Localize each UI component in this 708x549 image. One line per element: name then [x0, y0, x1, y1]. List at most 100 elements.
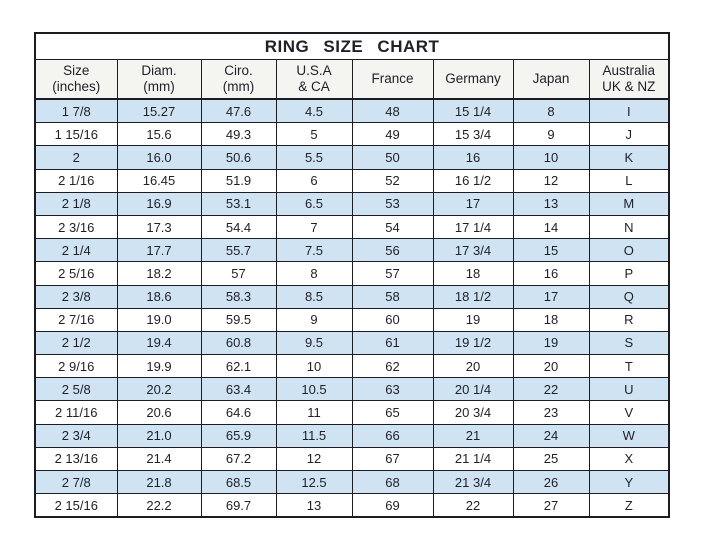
table-cell: 50.6	[200, 145, 277, 170]
table-cell: 62.1	[200, 354, 277, 379]
table-row: 2 15/16 22.2 69.7 13 69 22 27 Z	[34, 493, 670, 518]
table-cell: 67	[351, 446, 434, 472]
table-cell: X	[588, 446, 670, 472]
table-cell: 65	[351, 400, 434, 425]
table-cell: 19	[512, 330, 590, 356]
table-cell: 19.0	[116, 307, 202, 332]
table-cell: 6.5	[275, 191, 353, 216]
table-cell: 66	[351, 423, 434, 448]
table-cell: 2 15/16	[34, 493, 118, 518]
table-row: 2 1/2 19.4 60.8 9.5 61 19 1/2 19 S	[34, 330, 670, 356]
table-cell: 2	[34, 145, 118, 170]
table-cell: 18.2	[116, 261, 202, 286]
table-cell: 63	[351, 377, 434, 402]
table-cell: 61	[351, 330, 434, 356]
table-cell: 57	[200, 261, 277, 286]
table-cell: 15.6	[116, 122, 202, 147]
table-cell: 2 3/16	[34, 214, 118, 240]
table-row: 2 3/4 21.0 65.9 11.5 66 21 24 W	[34, 423, 670, 448]
table-cell: 57	[351, 261, 434, 286]
table-cell: 22.2	[116, 493, 202, 518]
table-cell: 11.5	[275, 423, 353, 448]
table-row: 2 5/8 20.2 63.4 10.5 63 20 1/4 22 U	[34, 377, 670, 402]
table-row: 2 9/16 19.9 62.1 10 62 20 20 T	[34, 354, 670, 379]
table-cell: 22	[432, 493, 514, 518]
table-cell: S	[588, 330, 670, 356]
table-cell: 68.5	[200, 469, 277, 495]
table-cell: 10.5	[275, 377, 353, 402]
table-row: 2 7/8 21.8 68.5 12.5 68 21 3/4 26 Y	[34, 469, 670, 495]
table-cell: 10	[275, 354, 353, 379]
table-cell: 26	[512, 469, 590, 495]
table-cell: 10	[512, 145, 590, 170]
column-header-6: Japan	[512, 59, 590, 100]
table-cell: 22	[512, 377, 590, 402]
table-cell: 21.4	[116, 446, 202, 472]
table-cell: N	[588, 214, 670, 240]
table-cell: 69	[351, 493, 434, 518]
table-cell: 16.0	[116, 145, 202, 170]
table-cell: 2 5/16	[34, 261, 118, 286]
table-cell: 63.4	[200, 377, 277, 402]
table-cell: 17.7	[116, 238, 202, 263]
table-cell: J	[588, 122, 670, 147]
table-row: 1 7/8 15.27 47.6 4.5 48 15 1/4 8 I	[34, 98, 670, 124]
table-cell: 18	[432, 261, 514, 286]
ring-size-chart-table: RING SIZE CHART Size (inches) Diam. (mm) C…	[34, 32, 671, 519]
table-cell: 18 1/2	[432, 284, 514, 309]
table-cell: 60	[351, 307, 434, 332]
column-header-3: U.S.A & CA	[275, 59, 353, 100]
table-cell: 2 3/8	[34, 284, 118, 309]
table-cell: 19.9	[116, 354, 202, 379]
table-cell: Z	[588, 493, 670, 518]
table-cell: 1 7/8	[34, 98, 118, 124]
table-cell: 48	[351, 98, 434, 124]
table-cell: 20.6	[116, 400, 202, 425]
table-cell: M	[588, 191, 670, 216]
table-cell: 15	[512, 238, 590, 263]
table-row: 2 16.0 50.6 5.5 50 16 10 K	[34, 145, 670, 170]
table-cell: 2 1/8	[34, 191, 118, 216]
column-header-row: Size (inches) Diam. (mm) Ciro. (mm) U.S.A &…	[34, 59, 670, 100]
table-cell: 2 3/4	[34, 423, 118, 448]
table-cell: Q	[588, 284, 670, 309]
table-row: 2 3/8 18.6 58.3 8.5 58 18 1/2 17 Q	[34, 284, 670, 309]
table-cell: 13	[275, 493, 353, 518]
table-cell: 2 11/16	[34, 400, 118, 425]
table-cell: 56	[351, 238, 434, 263]
table-row: 1 15/16 15.6 49.3 5 49 15 3/4 9 J	[34, 122, 670, 147]
table-cell: 49	[351, 122, 434, 147]
table-cell: 67.2	[200, 446, 277, 472]
table-cell: 64.6	[200, 400, 277, 425]
table-cell: L	[588, 168, 670, 193]
table-cell: 23	[512, 400, 590, 425]
table-cell: 21.0	[116, 423, 202, 448]
table-cell: 27	[512, 493, 590, 518]
table-cell: 2 1/2	[34, 330, 118, 356]
table-cell: 16.9	[116, 191, 202, 216]
table-cell: 15 3/4	[432, 122, 514, 147]
table-cell: I	[588, 98, 670, 124]
table-row: 2 3/16 17.3 54.4 7 54 17 1/4 14 N	[34, 214, 670, 240]
table-cell: 12	[275, 446, 353, 472]
table-cell: 50	[351, 145, 434, 170]
table-cell: 16 1/2	[432, 168, 514, 193]
table-cell: 54.4	[200, 214, 277, 240]
table-cell: O	[588, 238, 670, 263]
table-cell: 65.9	[200, 423, 277, 448]
table-cell: W	[588, 423, 670, 448]
table-row: 2 7/16 19.0 59.5 9 60 19 18 R	[34, 307, 670, 332]
column-header-4: France	[351, 59, 434, 100]
table-cell: 12.5	[275, 469, 353, 495]
table-cell: 17 1/4	[432, 214, 514, 240]
table-cell: V	[588, 400, 670, 425]
table-cell: 2 1/4	[34, 238, 118, 263]
table-cell: 21.8	[116, 469, 202, 495]
table-row: 2 1/8 16.9 53.1 6.5 53 17 13 M	[34, 191, 670, 216]
table-cell: 19	[432, 307, 514, 332]
table-cell: T	[588, 354, 670, 379]
table-row: 2 5/16 18.2 57 8 57 18 16 P	[34, 261, 670, 286]
table-cell: 18	[512, 307, 590, 332]
table-cell: 47.6	[200, 98, 277, 124]
